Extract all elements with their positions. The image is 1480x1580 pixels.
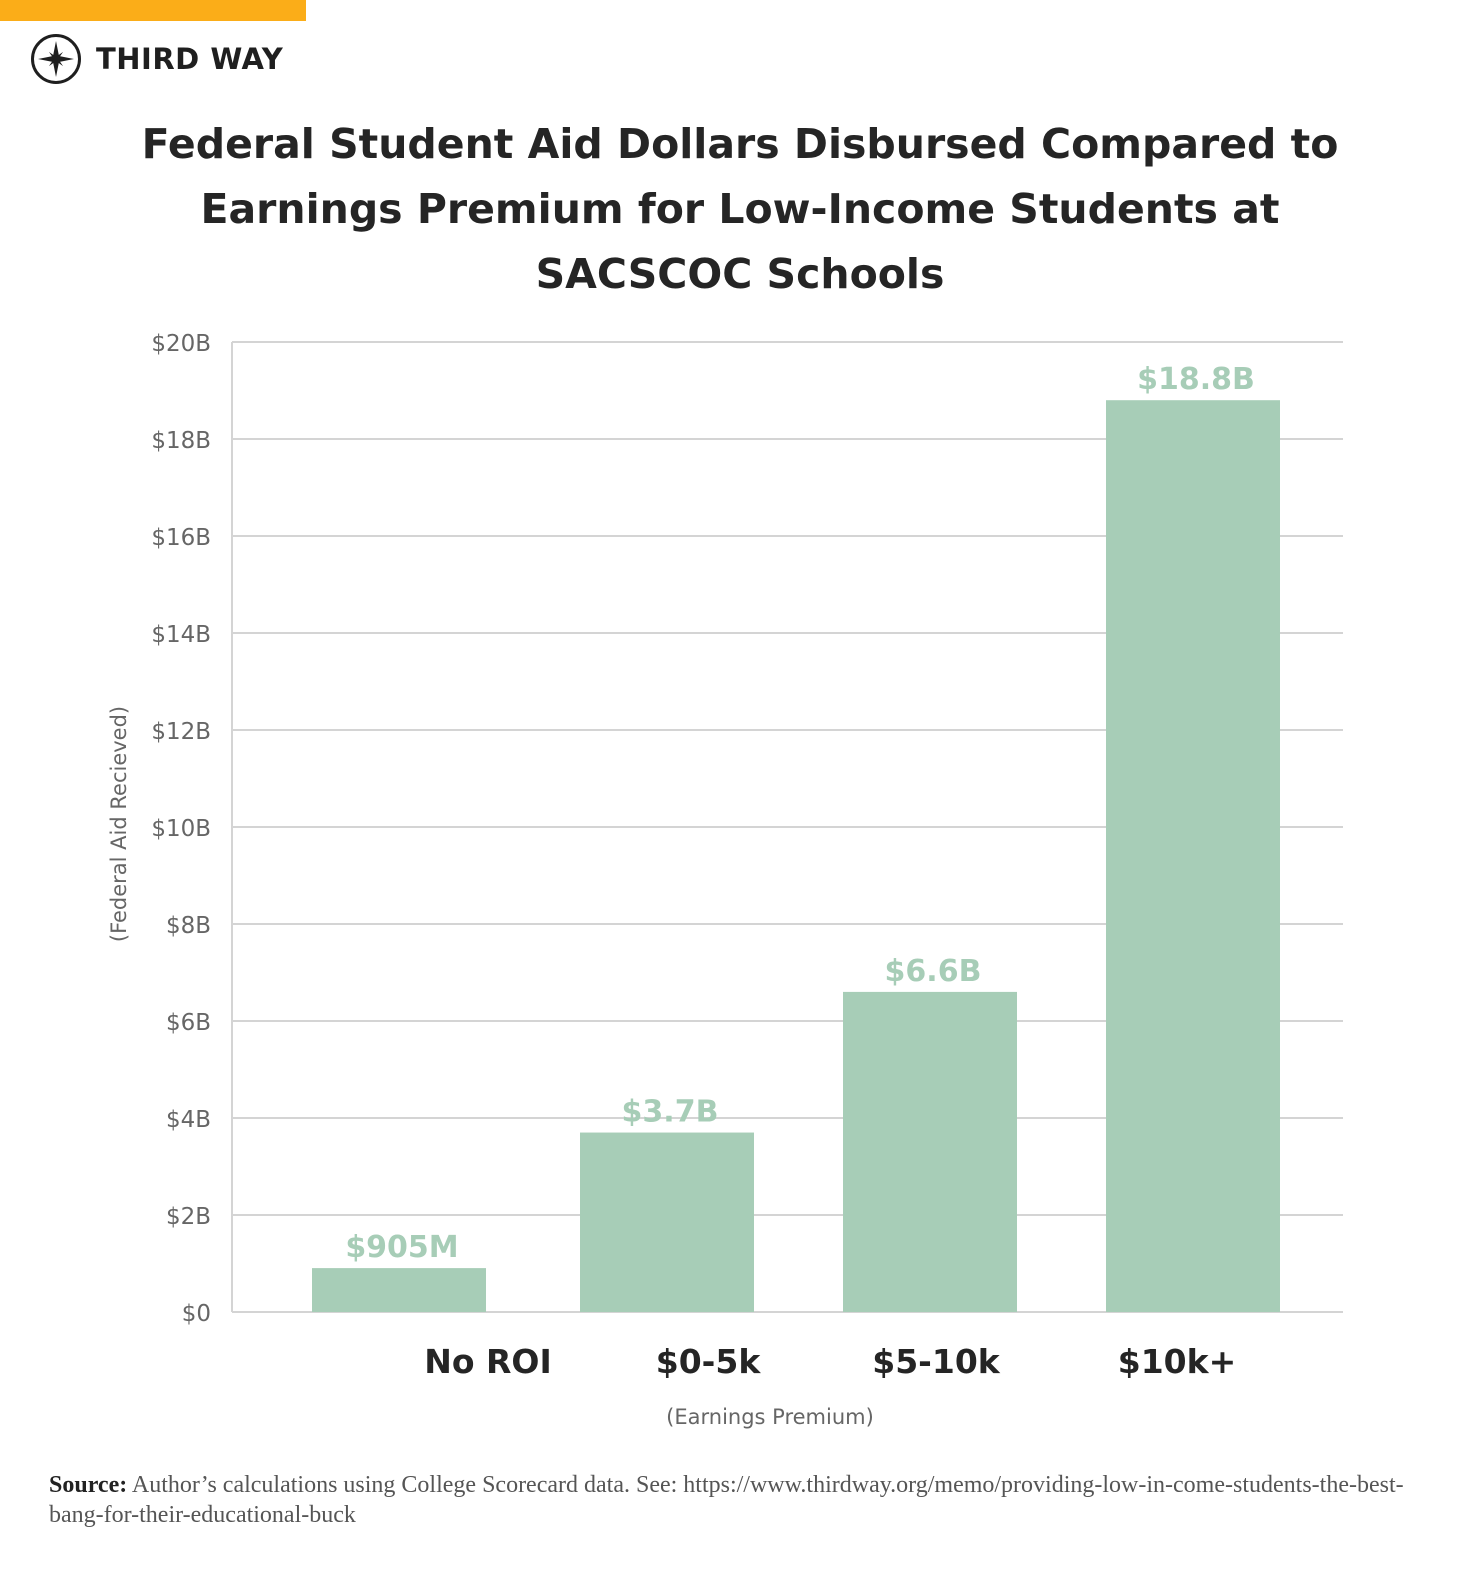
x-tick-label: $0-5k [656, 1342, 762, 1381]
chart-title-line: Federal Student Aid Dollars Disbursed Co… [141, 120, 1339, 168]
bar [1106, 400, 1280, 1312]
source-text: Author’s calculations using College Scor… [49, 1472, 1404, 1528]
brand-accent-bar [0, 0, 306, 21]
bar-value-label: $905M [345, 1230, 458, 1265]
y-tick-label: $0 [182, 1301, 211, 1327]
chart-title-line: Earnings Premium for Low-Income Students… [200, 185, 1280, 233]
bar [312, 1268, 486, 1312]
bar-value-label: $6.6B [885, 954, 982, 989]
y-tick-label: $8B [166, 913, 211, 939]
x-tick-label: No ROI [424, 1342, 552, 1381]
x-tick-label: $5-10k [872, 1342, 1001, 1381]
bar-chart: $0 $2B $4B $6B $8B $10B $12B $14B $16B $18B $20B $9… [107, 331, 1343, 1429]
x-axis-title: (Earnings Premium) [666, 1405, 874, 1429]
bar [580, 1132, 754, 1312]
y-tick-label: $2B [166, 1204, 211, 1230]
y-tick-label: $18B [151, 428, 211, 454]
brand-name: THIRD WAY [96, 42, 284, 76]
source-note: Source: Author’s calculations using Coll… [49, 1470, 1429, 1530]
y-tick-label: $4B [166, 1107, 211, 1133]
bar-value-label: $3.7B [622, 1095, 719, 1130]
bar-value-label: $18.8B [1137, 362, 1255, 397]
y-tick-label: $10B [151, 816, 211, 842]
source-label: Source: [49, 1472, 128, 1498]
chart-title-line: SACSCOC Schools [535, 250, 945, 298]
y-axis-title: (Federal Aid Recieved) [107, 706, 131, 942]
chart-title: Federal Student Aid Dollars Disbursed Co… [100, 112, 1380, 307]
y-tick-label: $6B [166, 1010, 211, 1036]
y-tick-label: $14B [151, 622, 211, 648]
brand-header: THIRD WAY [30, 31, 283, 87]
y-tick-label: $16B [151, 525, 211, 551]
compass-star-icon [31, 34, 81, 84]
x-tick-label: $10k+ [1118, 1342, 1236, 1381]
bar [843, 991, 1017, 1312]
y-tick-label: $20B [151, 331, 211, 357]
y-tick-label: $12B [151, 719, 211, 745]
